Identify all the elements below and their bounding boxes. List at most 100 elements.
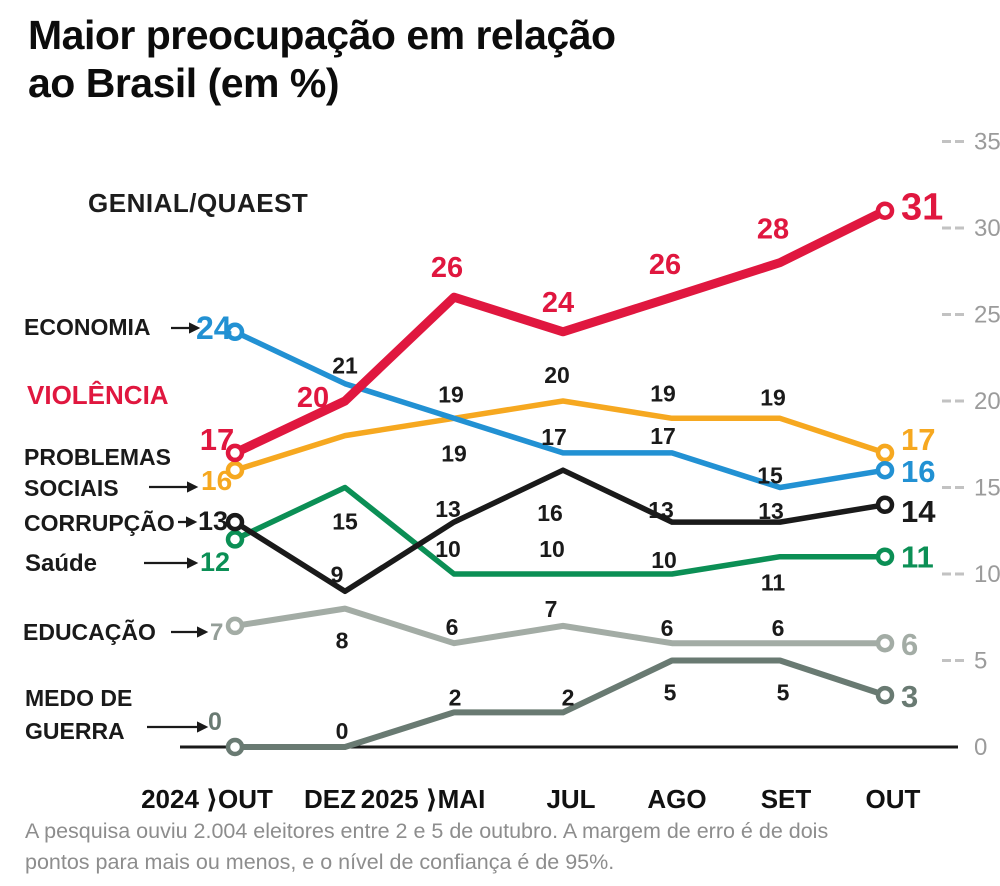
series-line-violencia xyxy=(233,206,887,457)
data-label-violencia: 17 xyxy=(200,422,234,457)
data-label-saude: 11 xyxy=(901,540,934,575)
series-marker-saude xyxy=(225,530,245,549)
y-axis-tick-label: 35 xyxy=(974,129,1000,156)
legend-item-educacao: EDUCAÇÃO xyxy=(23,619,156,645)
data-label-educacao: 6 xyxy=(661,615,674,641)
data-label-corrupcao: 16 xyxy=(537,500,563,526)
chart-title-line2: ao Brasil (em %) xyxy=(28,59,340,106)
data-label-problemas-sociais: 17 xyxy=(901,422,935,457)
legend-item-medo-de-guerra: MEDO DE GUERRA xyxy=(25,685,133,744)
data-label-medo-de-guerra: 3 xyxy=(901,679,918,714)
series-line-saude xyxy=(233,484,885,577)
x-axis-label: SET xyxy=(761,784,812,814)
legend-item-problemas-sociais: PROBLEMAS SOCIAIS xyxy=(24,444,171,501)
data-label-corrupcao: 14 xyxy=(901,494,936,529)
series-marker-corrupcao xyxy=(875,495,895,515)
legend-value-corrupcao: 13 xyxy=(198,506,229,536)
data-label-economia: 16 xyxy=(901,454,935,489)
series-line-problemas-sociais xyxy=(234,398,886,473)
y-axis-tick-label: 25 xyxy=(974,302,1000,329)
series-marker-corrupcao xyxy=(225,512,245,532)
legend-value-educacao: 7 xyxy=(210,619,224,646)
legend-item-violencia: VIOLÊNCIA xyxy=(27,380,169,410)
data-label-educacao: 8 xyxy=(336,628,349,654)
data-label-economia: 21 xyxy=(332,353,358,379)
footnote: A pesquisa ouviu 2.004 eleitores entre 2… xyxy=(25,816,828,877)
y-axis-tick-label: 15 xyxy=(974,475,1000,502)
x-axis-label: 2025 ⟩MAI xyxy=(361,784,486,814)
data-label-violencia: 26 xyxy=(649,249,681,281)
data-label-medo-de-guerra: 2 xyxy=(449,684,462,710)
series-line-corrupcao xyxy=(233,467,886,595)
data-label-economia: 17 xyxy=(650,423,676,449)
series-line-economia xyxy=(233,329,886,491)
series-marker-problemas-sociais xyxy=(875,443,895,463)
legend-value-economia: 24 xyxy=(196,310,232,346)
series-marker-violencia xyxy=(875,201,895,220)
series-marker-economia xyxy=(875,460,895,480)
data-label-problemas-sociais: 19 xyxy=(650,380,676,406)
legend-value-saude: 12 xyxy=(200,547,231,577)
y-axis-tick-label: 10 xyxy=(974,561,1000,588)
legend-item-saude: Saúde xyxy=(25,550,98,577)
data-label-violencia: 24 xyxy=(542,287,574,319)
data-label-educacao: 6 xyxy=(901,627,918,662)
y-axis-tick-label: 20 xyxy=(974,388,1000,415)
legend-value-problemas-sociais: 16 xyxy=(201,465,233,496)
data-label-problemas-sociais: 19 xyxy=(760,384,786,410)
legend-value-medo-de-guerra: 0 xyxy=(208,708,222,736)
data-label-problemas-sociais: 20 xyxy=(544,362,570,388)
data-label-educacao: 6 xyxy=(446,614,459,640)
data-label-saude: 10 xyxy=(435,536,461,562)
data-label-corrupcao: 9 xyxy=(331,561,344,587)
x-axis-label: JUL xyxy=(546,784,595,814)
data-label-medo-de-guerra: 2 xyxy=(562,684,575,710)
data-label-medo-de-guerra: 5 xyxy=(777,680,790,706)
footnote-line2: pontos para mais ou menos, e o nível de … xyxy=(25,849,615,874)
data-label-violencia: 28 xyxy=(757,214,789,246)
y-axis-tick-label: 5 xyxy=(974,648,987,675)
data-label-problemas-sociais: 19 xyxy=(438,381,464,407)
legend-item-economia: ECONOMIA xyxy=(24,314,151,340)
data-label-saude: 10 xyxy=(539,536,565,562)
source-label: GENIAL/QUAEST xyxy=(88,188,309,218)
data-label-economia: 15 xyxy=(757,463,783,489)
series-marker-educacao xyxy=(875,633,895,653)
data-label-corrupcao: 13 xyxy=(648,497,674,523)
series-marker-medo-de-guerra xyxy=(875,685,895,705)
data-label-medo-de-guerra: 0 xyxy=(336,718,349,744)
footnote-line1: A pesquisa ouviu 2.004 eleitores entre 2… xyxy=(25,819,829,843)
series-marker-violencia xyxy=(225,443,245,463)
y-axis-tick-label: 30 xyxy=(974,215,1000,242)
series-marker-medo-de-guerra xyxy=(225,737,245,757)
y-axis-tick-label: 0 xyxy=(974,734,987,761)
series-marker-educacao xyxy=(225,616,245,636)
series-marker-saude xyxy=(875,547,895,566)
data-label-corrupcao: 13 xyxy=(435,496,461,522)
data-label-educacao: 6 xyxy=(772,615,785,641)
x-axis-label: AGO xyxy=(647,784,706,814)
legend-item-corrupcao: CORRUPÇÃO xyxy=(24,510,175,536)
data-label-violencia: 26 xyxy=(431,252,463,284)
chart-title: Maior preocupação em relação ao Brasil (… xyxy=(28,12,616,108)
data-label-corrupcao: 13 xyxy=(758,498,784,524)
series-line-educacao xyxy=(234,605,885,647)
data-label-educacao: 7 xyxy=(545,596,558,622)
x-axis-label: 2024 ⟩OUT xyxy=(141,784,273,814)
series-marker-economia xyxy=(225,322,245,342)
chart-title-line1: Maior preocupação em relação xyxy=(28,12,616,58)
data-label-violencia: 20 xyxy=(297,382,329,414)
series-marker-problemas-sociais xyxy=(225,460,245,480)
data-label-violencia: 31 xyxy=(901,187,943,229)
data-label-economia: 17 xyxy=(541,424,567,450)
data-label-economia: 19 xyxy=(441,440,467,466)
x-axis-label: DEZ xyxy=(304,784,356,814)
data-label-saude: 15 xyxy=(332,509,358,535)
x-axis-label: OUT xyxy=(866,784,921,814)
data-label-saude: 11 xyxy=(761,570,786,596)
data-label-medo-de-guerra: 5 xyxy=(664,680,677,706)
data-label-saude: 10 xyxy=(651,547,677,573)
series-line-medo-de-guerra xyxy=(235,657,886,750)
